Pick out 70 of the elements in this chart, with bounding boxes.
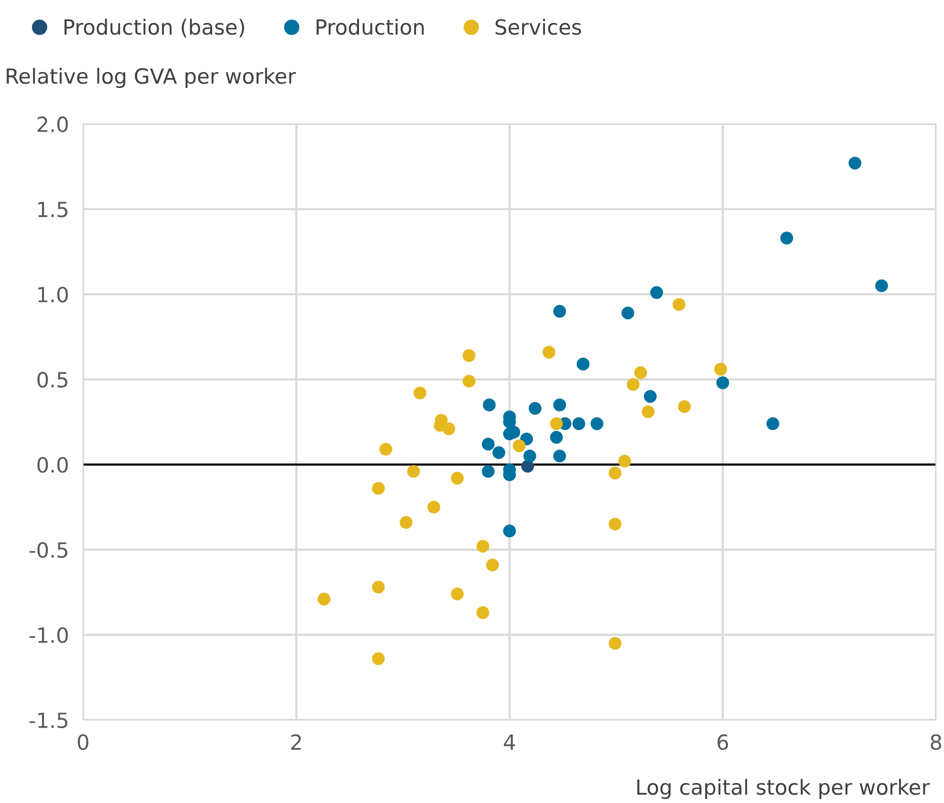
point: [672, 298, 686, 311]
point: [450, 472, 464, 485]
x-tick-label: 0: [78, 734, 88, 750]
point: [644, 390, 657, 403]
point: [618, 454, 632, 468]
point: [482, 398, 496, 412]
y-axis-title: Relative log GVA per worker: [6, 68, 296, 88]
point: [590, 417, 604, 430]
point: [553, 304, 566, 318]
x-tick-label: 2: [291, 734, 301, 750]
point: [476, 540, 490, 553]
point: [503, 524, 516, 538]
point: [372, 482, 385, 495]
point: [486, 558, 499, 572]
point: [678, 400, 691, 414]
point: [528, 402, 542, 415]
y-tick-label: 0.0: [37, 457, 68, 473]
point: [766, 417, 780, 430]
y-tick-label: 2.0: [38, 116, 68, 132]
point: [542, 346, 556, 359]
point: [875, 279, 888, 292]
point: [407, 464, 420, 478]
y-tick-label: 0.5: [37, 372, 68, 388]
point: [476, 606, 490, 620]
point: [442, 422, 456, 436]
point: [642, 405, 655, 418]
point: [608, 466, 622, 480]
point: [572, 417, 586, 430]
point: [848, 156, 862, 170]
point: [450, 588, 464, 600]
x-tick-label: 6: [718, 734, 728, 750]
point: [608, 636, 622, 650]
point: [553, 398, 566, 412]
point: [372, 580, 385, 594]
point: [462, 349, 476, 362]
point: [553, 450, 566, 462]
point: [379, 442, 392, 456]
point: [650, 286, 664, 299]
point: [512, 439, 526, 452]
x-axis-title: Log capital stock per worker: [637, 778, 930, 799]
point: [462, 374, 476, 388]
point: [318, 592, 330, 606]
y-tick-label: 1.5: [38, 202, 68, 218]
point: [372, 652, 385, 666]
point: [482, 438, 495, 451]
point: [414, 386, 426, 400]
point: [400, 516, 413, 529]
y-tick-label: -1.0: [30, 627, 68, 644]
x-tick-label: 8: [930, 734, 942, 750]
point: [634, 366, 648, 379]
point: [482, 464, 495, 478]
legend-label: Production: [316, 18, 424, 35]
point: [716, 376, 730, 390]
point: [714, 362, 728, 376]
point: [427, 500, 440, 514]
y-tick-label: -1.5: [30, 712, 68, 728]
point: [576, 358, 590, 370]
point: [550, 430, 563, 444]
y-tick-label: 1.0: [38, 286, 68, 302]
point: [608, 518, 622, 531]
x-tick-label: 4: [504, 734, 515, 750]
point: [523, 450, 536, 462]
y-tick-label: -0.5: [30, 542, 68, 558]
point: [550, 417, 563, 430]
point: [621, 306, 634, 320]
point: [492, 446, 506, 460]
legend-label: Services: [496, 18, 582, 35]
point: [626, 378, 640, 391]
legend-label: Production (base): [64, 18, 244, 38]
point: [780, 232, 794, 244]
